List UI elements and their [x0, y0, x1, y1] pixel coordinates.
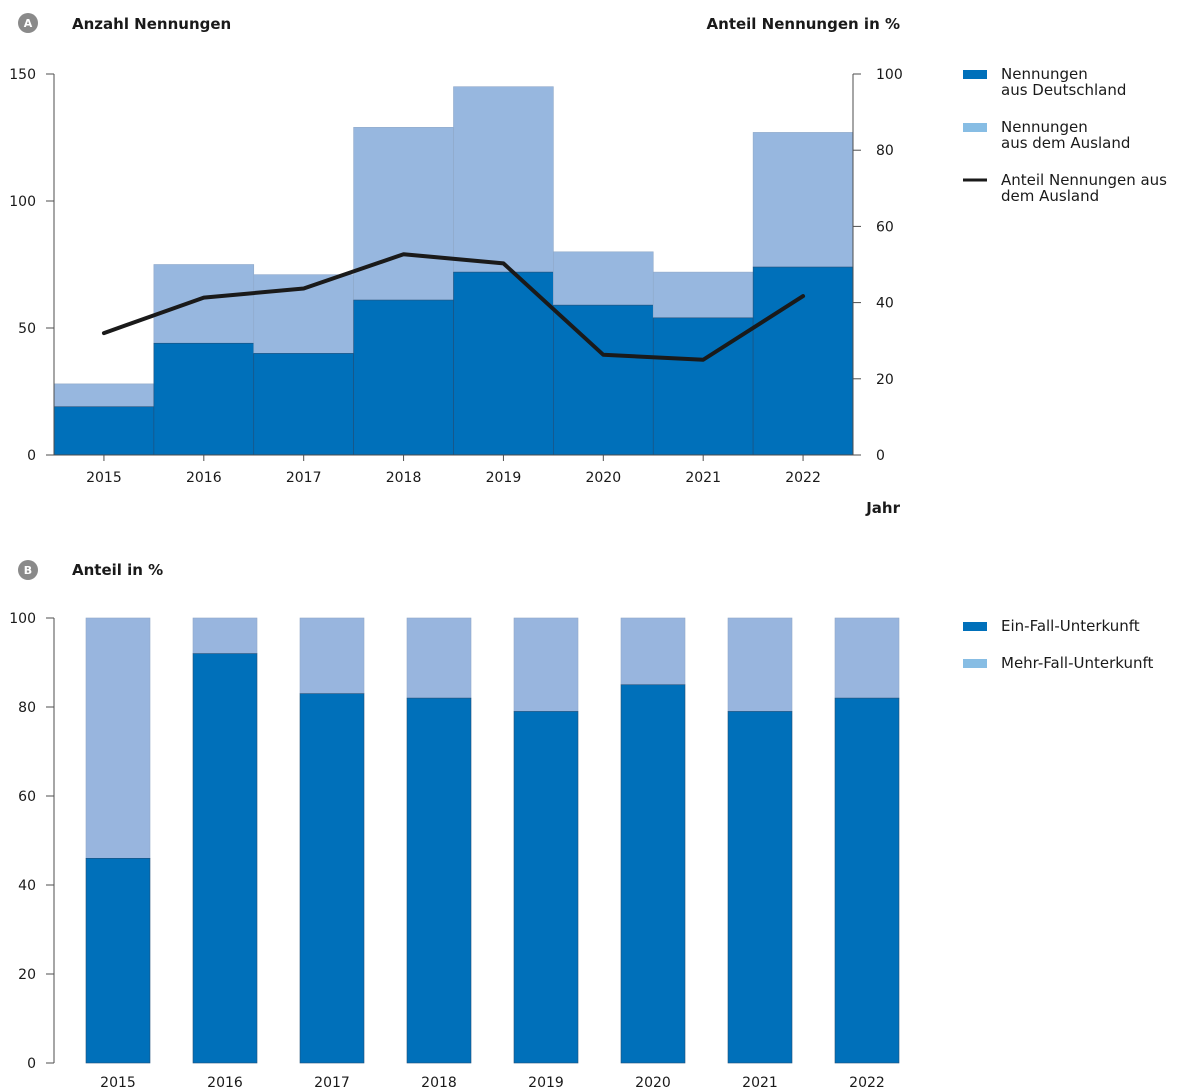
bar-mehr-fall [85, 617, 151, 859]
bar-ein-fall [406, 697, 472, 1064]
legend-label: Ein-Fall-Unterkunft [1001, 617, 1140, 635]
bar-mehr-fall [299, 617, 365, 694]
panel-b-badge-label: B [24, 564, 32, 577]
legend-swatch [963, 70, 987, 79]
y2-tick-label: 0 [876, 448, 885, 464]
panel-a-y2-label: Anteil Nennungen in % [707, 15, 900, 33]
panel-b-header: B Anteil in % [18, 560, 163, 580]
y2-tick-label: 40 [876, 296, 894, 312]
panel-b-badge [18, 560, 38, 580]
bar-ein-fall [620, 684, 686, 1064]
legend-swatch [963, 123, 987, 132]
panel-a-header: A Anzahl Nennungen Anteil Nennungen in %… [18, 13, 901, 517]
y-tick-label: 50 [18, 321, 36, 337]
panel-b-chart: 0 20 40 60 80 100 2015 2016 2017 2018 2019 2020 2021… [9, 611, 900, 1091]
bar-ein-fall [299, 693, 365, 1064]
bar-ein-fall [834, 697, 900, 1064]
y2-tick-label: 20 [876, 372, 894, 388]
bar-deutschland [153, 342, 255, 456]
legend-swatch [963, 622, 987, 631]
panel-b-title: Anteil in % [72, 561, 163, 579]
bar-mehr-fall [620, 617, 686, 686]
x-tick-label: 2022 [849, 1075, 885, 1091]
bar-ein-fall [85, 857, 151, 1064]
bar-deutschland [53, 406, 155, 456]
y2-tick-label: 100 [876, 67, 903, 83]
x-tick-label: 2016 [186, 470, 222, 486]
bar-deutschland [453, 271, 554, 456]
y-tick-label: 80 [18, 700, 36, 716]
x-tick-label: 2019 [528, 1075, 564, 1091]
x-tick-label: 2015 [86, 470, 122, 486]
legend-label: aus Deutschland [1001, 81, 1126, 99]
x-tick-label: 2021 [742, 1075, 778, 1091]
panel-b-legend: Ein-Fall-Unterkunft Mehr-Fall-Unterkunft [963, 617, 1154, 672]
x-tick-label: 2019 [486, 470, 522, 486]
y-tick-label: 20 [18, 967, 36, 983]
legend-label: dem Ausland [1001, 187, 1099, 205]
legend-label: Nennungen [1001, 118, 1088, 136]
bar-ausland [752, 132, 854, 268]
line-anteil-ausland [101, 252, 806, 362]
x-tick-label: 2022 [785, 470, 821, 486]
legend-label: Mehr-Fall-Unterkunft [1001, 654, 1154, 672]
panel-a-badge-label: A [24, 17, 33, 30]
bar-deutschland [353, 299, 454, 456]
legend-label: Nennungen [1001, 65, 1088, 83]
x-tick-label: 2018 [421, 1075, 457, 1091]
y-tick-label: 150 [9, 67, 36, 83]
y2-tick-label: 60 [876, 219, 894, 235]
bar-ausland [652, 271, 754, 319]
bar-mehr-fall [406, 617, 472, 699]
bar-ausland [553, 251, 654, 306]
x-tick-label: 2018 [386, 470, 422, 486]
y-tick-label: 40 [18, 878, 36, 894]
panel-a-title: Anzahl Nennungen [72, 15, 231, 33]
y-tick-label: 100 [9, 194, 36, 210]
x-tick-label: 2020 [635, 1075, 671, 1091]
x-tick-label: 2017 [314, 1075, 350, 1091]
y2-tick-label: 80 [876, 143, 894, 159]
bar-ausland [353, 127, 454, 301]
x-tick-label: 2021 [685, 470, 721, 486]
y-tick-label: 0 [27, 1056, 36, 1072]
bar-ein-fall [192, 653, 258, 1064]
x-tick-label: 2020 [585, 470, 621, 486]
bar-ausland [153, 264, 255, 344]
y-tick-label: 100 [9, 611, 36, 627]
y-tick-label: 0 [27, 448, 36, 464]
bar-ein-fall [727, 711, 793, 1064]
bar-deutschland [553, 304, 654, 456]
panel-a-badge [18, 13, 38, 33]
x-tick-label: 2015 [100, 1075, 136, 1091]
bar-mehr-fall [513, 617, 579, 712]
x-tick-label: 2017 [286, 470, 322, 486]
y-tick-label: 60 [18, 789, 36, 805]
panel-a-x-label: Jahr [865, 499, 900, 517]
panel-a-chart: 0 50 100 150 0 20 40 60 80 100 2015 2016 2017 2018 201… [9, 67, 902, 486]
bar-ausland [453, 86, 554, 273]
bar-mehr-fall [834, 617, 900, 699]
legend-swatch [963, 659, 987, 668]
legend-label: Anteil Nennungen aus [1001, 171, 1167, 189]
bar-mehr-fall [192, 617, 258, 654]
bar-deutschland [253, 353, 354, 456]
legend-label: aus dem Ausland [1001, 134, 1130, 152]
bar-ein-fall [513, 711, 579, 1064]
bar-ausland [53, 383, 155, 408]
bar-mehr-fall [727, 617, 793, 712]
x-tick-label: 2016 [207, 1075, 243, 1091]
